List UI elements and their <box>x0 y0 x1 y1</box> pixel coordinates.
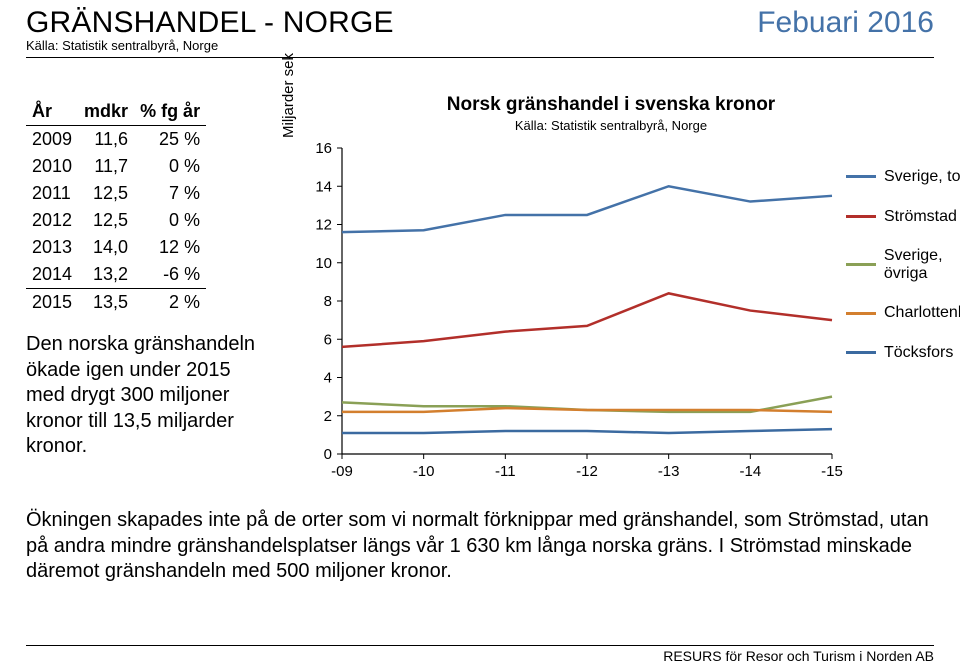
cell-mdkr: 12,5 <box>78 207 134 234</box>
table-row: 200911,625 % <box>26 126 206 154</box>
svg-text:-12: -12 <box>576 463 598 478</box>
footer: RESURS för Resor och Turism i Norden AB <box>26 645 934 664</box>
y-axis-label: Miljarder sek <box>280 53 297 138</box>
legend-item: Töcksfors <box>846 344 960 362</box>
svg-text:0: 0 <box>324 446 332 463</box>
cell-year: 2014 <box>26 261 78 289</box>
cell-pct: 0 % <box>134 207 206 234</box>
cell-mdkr: 11,7 <box>78 153 134 180</box>
table-row: 201314,012 % <box>26 234 206 261</box>
legend-label: Sverige, totalt <box>884 168 960 186</box>
col-pct: % fg år <box>134 98 206 126</box>
cell-mdkr: 14,0 <box>78 234 134 261</box>
svg-text:10: 10 <box>315 255 332 272</box>
cell-year: 2011 <box>26 180 78 207</box>
footer-text: RESURS för Resor och Turism i Norden AB <box>663 648 934 664</box>
legend-swatch <box>846 215 876 218</box>
legend-label: Strömstad <box>884 208 957 226</box>
svg-text:-11: -11 <box>495 463 516 478</box>
cell-pct: 7 % <box>134 180 206 207</box>
cell-mdkr: 13,5 <box>78 289 134 317</box>
svg-text:-14: -14 <box>739 463 761 478</box>
legend: Sverige, totalt Strömstad Sverige, övriga C… <box>846 168 960 384</box>
svg-text:8: 8 <box>324 293 332 310</box>
cell-pct: -6 % <box>134 261 206 289</box>
cell-pct: 25 % <box>134 126 206 154</box>
table-row: 201112,57 % <box>26 180 206 207</box>
legend-item: Strömstad <box>846 208 960 226</box>
legend-label: Töcksfors <box>884 344 953 362</box>
paragraph-2: Ökningen skapades inte på de orter som v… <box>26 508 934 585</box>
svg-text:-13: -13 <box>658 463 680 478</box>
svg-text:16: 16 <box>315 140 332 157</box>
cell-mdkr: 12,5 <box>78 180 134 207</box>
header-source: Källa: Statistik sentralbyrå, Norge <box>26 38 934 53</box>
cell-year: 2015 <box>26 289 78 317</box>
legend-label: Charlottenberg <box>884 304 960 322</box>
legend-swatch <box>846 351 876 354</box>
legend-swatch <box>846 175 876 178</box>
table-row: 201011,70 % <box>26 153 206 180</box>
header-divider <box>26 57 934 58</box>
header: GRÄNSHANDEL - NORGE Febuari 2016 Källa: … <box>26 6 934 64</box>
col-year: År <box>26 98 78 126</box>
table-row: 201212,50 % <box>26 207 206 234</box>
table-row: 201413,2-6 % <box>26 261 206 289</box>
data-table: År mdkr % fg år 200911,625 %201011,70 %2… <box>26 98 256 316</box>
cell-year: 2009 <box>26 126 78 154</box>
cell-pct: 0 % <box>134 153 206 180</box>
cell-pct: 12 % <box>134 234 206 261</box>
legend-swatch <box>846 312 876 315</box>
cell-pct: 2 % <box>134 289 206 317</box>
paragraph-1: Den norska gränshandeln ökade igen under… <box>26 332 266 460</box>
svg-text:-15: -15 <box>821 463 843 478</box>
table-row: 201513,52 % <box>26 289 206 317</box>
cell-year: 2013 <box>26 234 78 261</box>
svg-text:2: 2 <box>324 408 332 425</box>
line-chart: Norsk gränshandel i svenska kronor Källa… <box>286 98 946 478</box>
date-label: Febuari 2016 <box>757 6 934 40</box>
cell-year: 2012 <box>26 207 78 234</box>
legend-swatch <box>846 263 876 266</box>
chart-svg: 0 2 4 6 8 10 12 14 16 -09 -10 -11 -12 -13 -14 -15 <box>296 108 846 478</box>
legend-label: Sverige, övriga <box>884 247 960 282</box>
cell-mdkr: 13,2 <box>78 261 134 289</box>
svg-text:-09: -09 <box>331 463 353 478</box>
legend-item: Sverige, övriga <box>846 247 960 282</box>
cell-mdkr: 11,6 <box>78 126 134 154</box>
svg-text:12: 12 <box>315 217 332 234</box>
svg-text:-10: -10 <box>413 463 435 478</box>
svg-text:4: 4 <box>324 370 332 387</box>
svg-text:14: 14 <box>315 178 332 195</box>
legend-item: Charlottenberg <box>846 304 960 322</box>
legend-item: Sverige, totalt <box>846 168 960 186</box>
col-mdkr: mdkr <box>78 98 134 126</box>
cell-year: 2010 <box>26 153 78 180</box>
svg-text:6: 6 <box>324 331 332 348</box>
